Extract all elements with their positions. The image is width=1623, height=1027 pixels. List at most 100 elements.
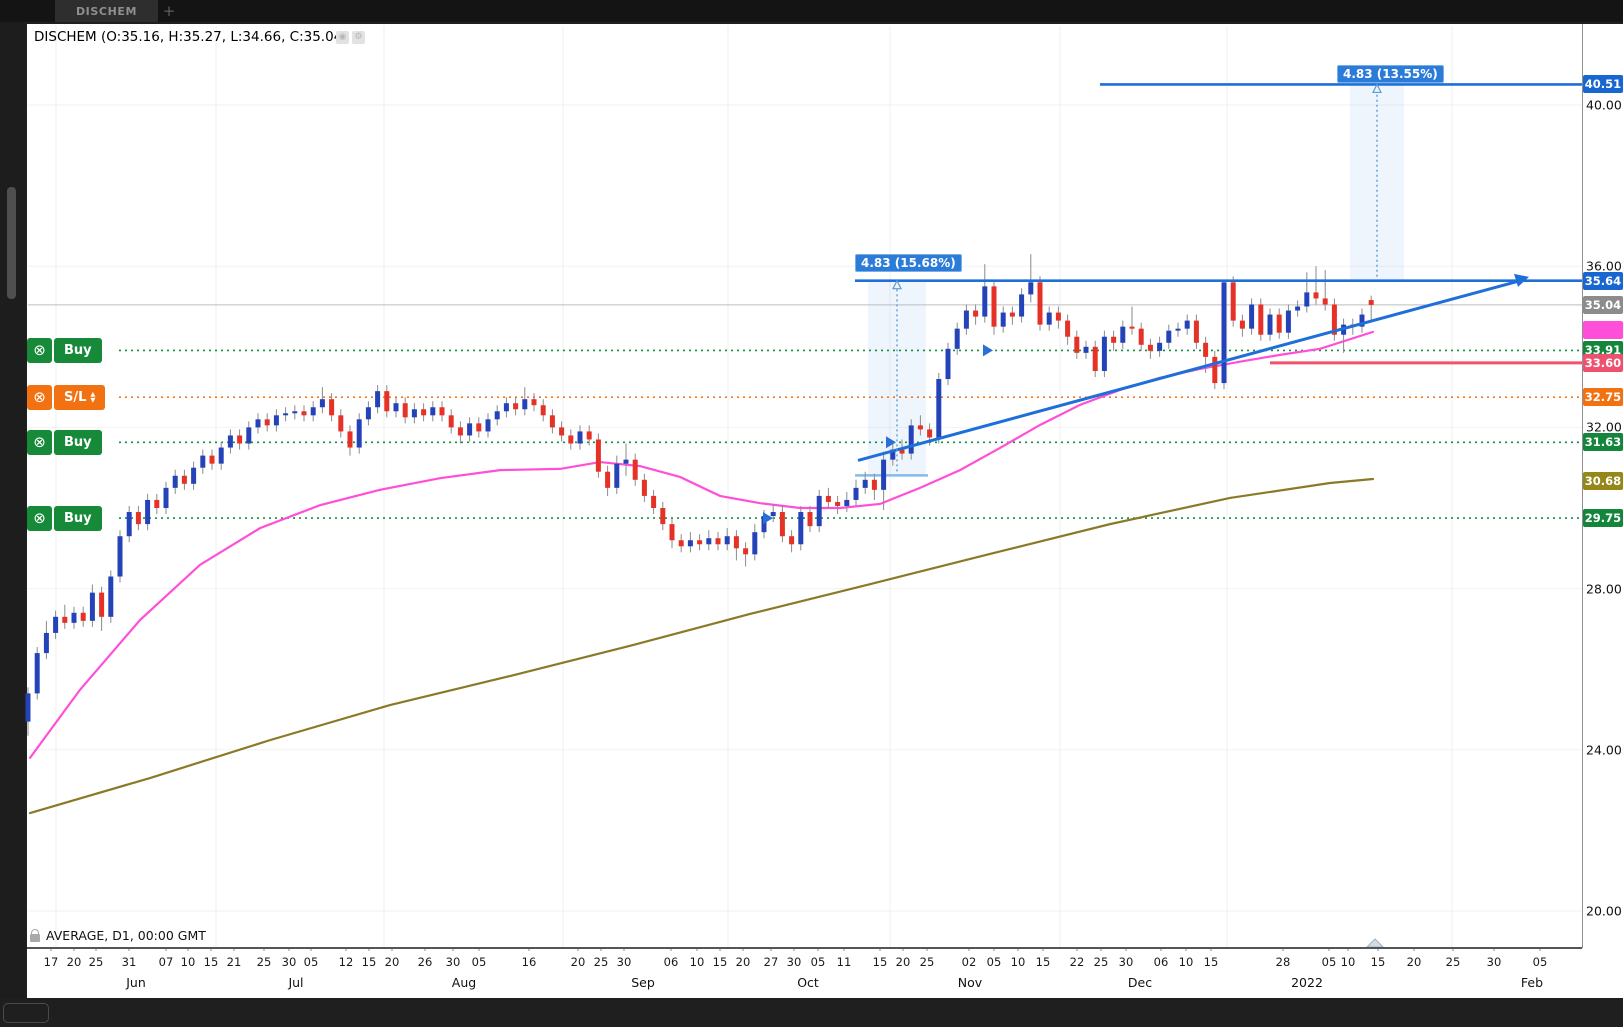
price-badge-ma [1583,321,1623,340]
month-label-Aug: Aug [451,975,477,990]
month-label-Jul: Jul [288,975,304,990]
day-label-21: 21 [226,955,242,969]
chart-frame-top [27,22,1623,24]
close-order-button[interactable]: ⊗ [27,429,52,455]
order-sl-button[interactable]: S/L ▲ ▼ [54,384,106,410]
close-order-button[interactable]: ⊗ [27,384,52,410]
price-badge-40.51: 40.51 [1583,75,1623,94]
day-label-30: 30 [1118,955,1134,969]
day-label-05: 05 [1532,955,1548,969]
vertical-scrollbar[interactable] [7,187,16,299]
price-badge-29.75: 29.75 [1583,509,1623,528]
day-label-25: 25 [919,955,935,969]
day-label-10: 10 [1178,955,1194,969]
day-label-25: 25 [1093,955,1109,969]
day-label-20: 20 [895,955,911,969]
day-label-25: 25 [256,955,272,969]
order-buy-button[interactable]: Buy [54,429,102,455]
day-label-15: 15 [1203,955,1219,969]
indicator-note: AVERAGE, D1, 00:00 GMT [46,928,206,943]
day-label-17: 17 [43,955,59,969]
month-label-Oct: Oct [797,975,819,990]
price-badge-33.60: 33.60 [1583,353,1623,372]
day-label-25: 25 [1445,955,1461,969]
day-label-15: 15 [1370,955,1386,969]
day-label-10: 10 [180,955,196,969]
day-label-25: 25 [593,955,609,969]
day-label-15: 15 [712,955,728,969]
price-badge-35.64: 35.64 [1583,271,1623,290]
day-label-05: 05 [303,955,319,969]
order-buy-button[interactable]: Buy [54,337,102,363]
day-label-30: 30 [281,955,297,969]
price-badge-32.75: 32.75 [1583,388,1623,407]
month-label-Nov: Nov [957,975,983,990]
day-label-06: 06 [1153,955,1169,969]
bottom-toolbar: i+⊡▲✎∩⊘≣▦⧉∿∞⚙Candlesticks⇅1 day⇅AVERAGE⇅… [0,998,1623,1027]
day-label-06: 06 [663,955,679,969]
day-label-16: 16 [521,955,537,969]
order-row-4-buy: ⊗ Buy [27,505,102,531]
day-label-30: 30 [786,955,802,969]
order-row-1-buy: ⊗ Buy [27,337,102,363]
day-label-25: 25 [88,955,104,969]
day-label-10: 10 [1340,955,1356,969]
day-label-02: 02 [961,955,977,969]
day-label-15: 15 [1035,955,1051,969]
day-label-30: 30 [616,955,632,969]
day-label-20: 20 [384,955,400,969]
tab-dischem[interactable]: DISCHEM [55,0,158,22]
measurement-label-1[interactable]: 4.83 (15.68%) [855,254,962,272]
day-label-15: 15 [203,955,219,969]
day-label-28: 28 [1275,955,1291,969]
day-label-10: 10 [689,955,705,969]
day-label-12: 12 [338,955,354,969]
month-label-Sep: Sep [631,975,655,990]
measurement-label-2[interactable]: 4.83 (13.55%) [1337,65,1444,83]
price-badge-35.04: 35.04 [1583,295,1623,314]
lock-icon [30,929,40,942]
price-tick-24.00: 24.00 [1586,742,1622,758]
close-order-button[interactable]: ⊗ [27,505,52,531]
price-badge-31.63: 31.63 [1583,433,1623,452]
day-label-27: 27 [763,955,779,969]
day-label-22: 22 [1069,955,1085,969]
day-label-05: 05 [810,955,826,969]
price-badge-30.68: 30.68 [1583,471,1623,490]
panel-handle[interactable] [3,1003,49,1023]
day-label-20: 20 [570,955,586,969]
order-row-2-sl: ⊗ S/L ▲ ▼ [27,384,106,410]
tab-bar: DISCHEM + [0,0,1623,22]
settings-icon[interactable]: ⚙ [352,31,365,44]
chart-canvas[interactable] [27,22,1623,998]
price-tick-20.00: 20.00 [1586,903,1622,919]
day-label-15: 15 [872,955,888,969]
new-tab-button[interactable]: + [162,2,176,20]
day-label-07: 07 [158,955,174,969]
order-buy-button[interactable]: Buy [54,505,102,531]
price-tick-40.00: 40.00 [1586,97,1622,113]
visibility-icon[interactable]: ◉ [336,31,349,44]
close-order-button[interactable]: ⊗ [27,337,52,363]
price-tick-32.00: 32.00 [1586,419,1622,435]
price-tick-36.00: 36.00 [1586,258,1622,274]
day-label-15: 15 [361,955,377,969]
day-label-31: 31 [121,955,137,969]
chart-title: DISCHEM (O:35.16, H:35.27, L:34.66, C:35… [34,29,348,45]
month-label-Jun: Jun [126,975,146,990]
day-label-30: 30 [1486,955,1502,969]
day-label-05: 05 [986,955,1002,969]
sl-adjust-arrows[interactable]: ▲ ▼ [90,390,96,405]
day-label-10: 10 [1010,955,1026,969]
month-label-Dec: Dec [1127,975,1153,990]
left-panel-strip [0,22,25,998]
price-axis-separator [1582,24,1583,948]
order-row-3-buy: ⊗ Buy [27,429,102,455]
price-tick-28.00: 28.00 [1586,581,1622,597]
day-label-30: 30 [445,955,461,969]
day-label-26: 26 [417,955,433,969]
day-label-11: 11 [836,955,852,969]
day-label-20: 20 [66,955,82,969]
day-label-20: 20 [1406,955,1422,969]
month-label-2022: 2022 [1291,975,1323,990]
